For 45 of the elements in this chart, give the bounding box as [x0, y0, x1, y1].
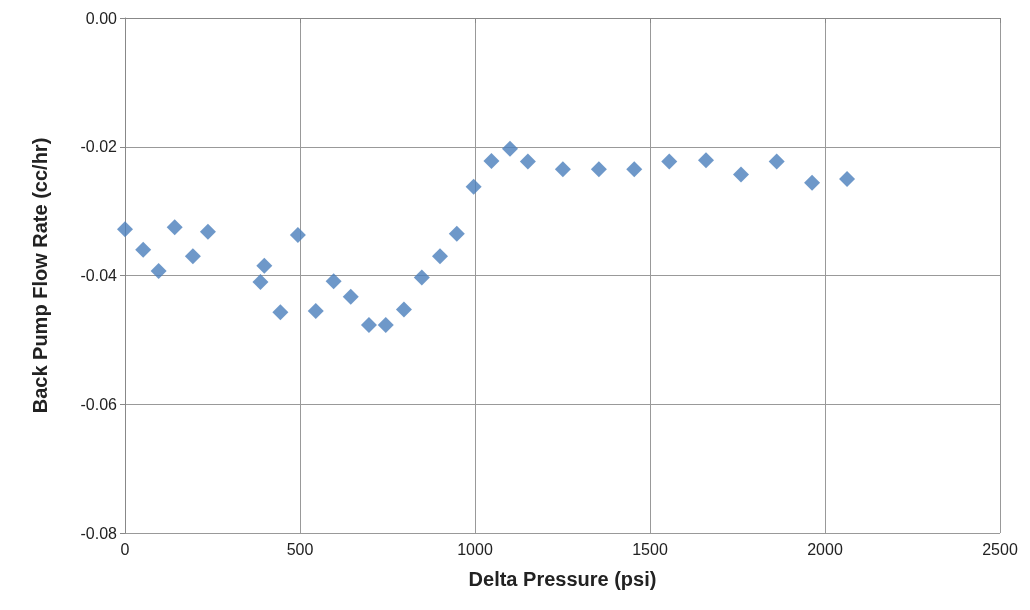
point: [377, 317, 394, 334]
y-tick-label: -0.02: [80, 138, 118, 156]
point: [395, 301, 412, 318]
point: [360, 317, 377, 334]
point: [413, 269, 430, 286]
point: [502, 140, 518, 157]
point: [289, 226, 306, 243]
point: [307, 302, 324, 319]
point: [626, 161, 643, 178]
point: [432, 248, 448, 265]
point: [465, 178, 482, 195]
point: [199, 223, 216, 240]
point: [733, 166, 749, 183]
point: [252, 273, 269, 290]
x-tick-label: 2500: [982, 540, 1018, 558]
point: [150, 262, 167, 279]
point: [839, 170, 856, 187]
point: [519, 153, 536, 170]
point: [184, 248, 201, 265]
x-tick-label: 2000: [807, 540, 843, 558]
y-tick-label: -0.06: [80, 395, 118, 413]
point: [483, 152, 500, 169]
x-tick-label: 500: [286, 540, 314, 558]
point: [590, 161, 607, 178]
point: [272, 304, 289, 321]
point: [698, 152, 714, 169]
point: [554, 161, 571, 178]
point: [768, 153, 785, 170]
x-axis-title: Delta Pressure (psi): [468, 568, 657, 590]
point: [448, 225, 465, 242]
point: [325, 273, 342, 290]
point: [166, 219, 183, 236]
y-tick-label: -0.08: [80, 524, 118, 542]
point: [256, 257, 273, 274]
y-axis-title: Back Pump Flow Rate (cc/hr): [29, 137, 51, 414]
point: [804, 174, 821, 191]
x-tick-label: 1500: [632, 540, 668, 558]
y-tick-label: -0.04: [80, 267, 118, 284]
point: [661, 153, 678, 170]
y-tick-label: 0.00: [85, 9, 118, 27]
point: [117, 221, 133, 238]
point: [135, 241, 152, 258]
point: [342, 288, 359, 305]
x-tick-label: 1000: [457, 540, 493, 558]
x-tick-label: 0: [120, 540, 130, 558]
